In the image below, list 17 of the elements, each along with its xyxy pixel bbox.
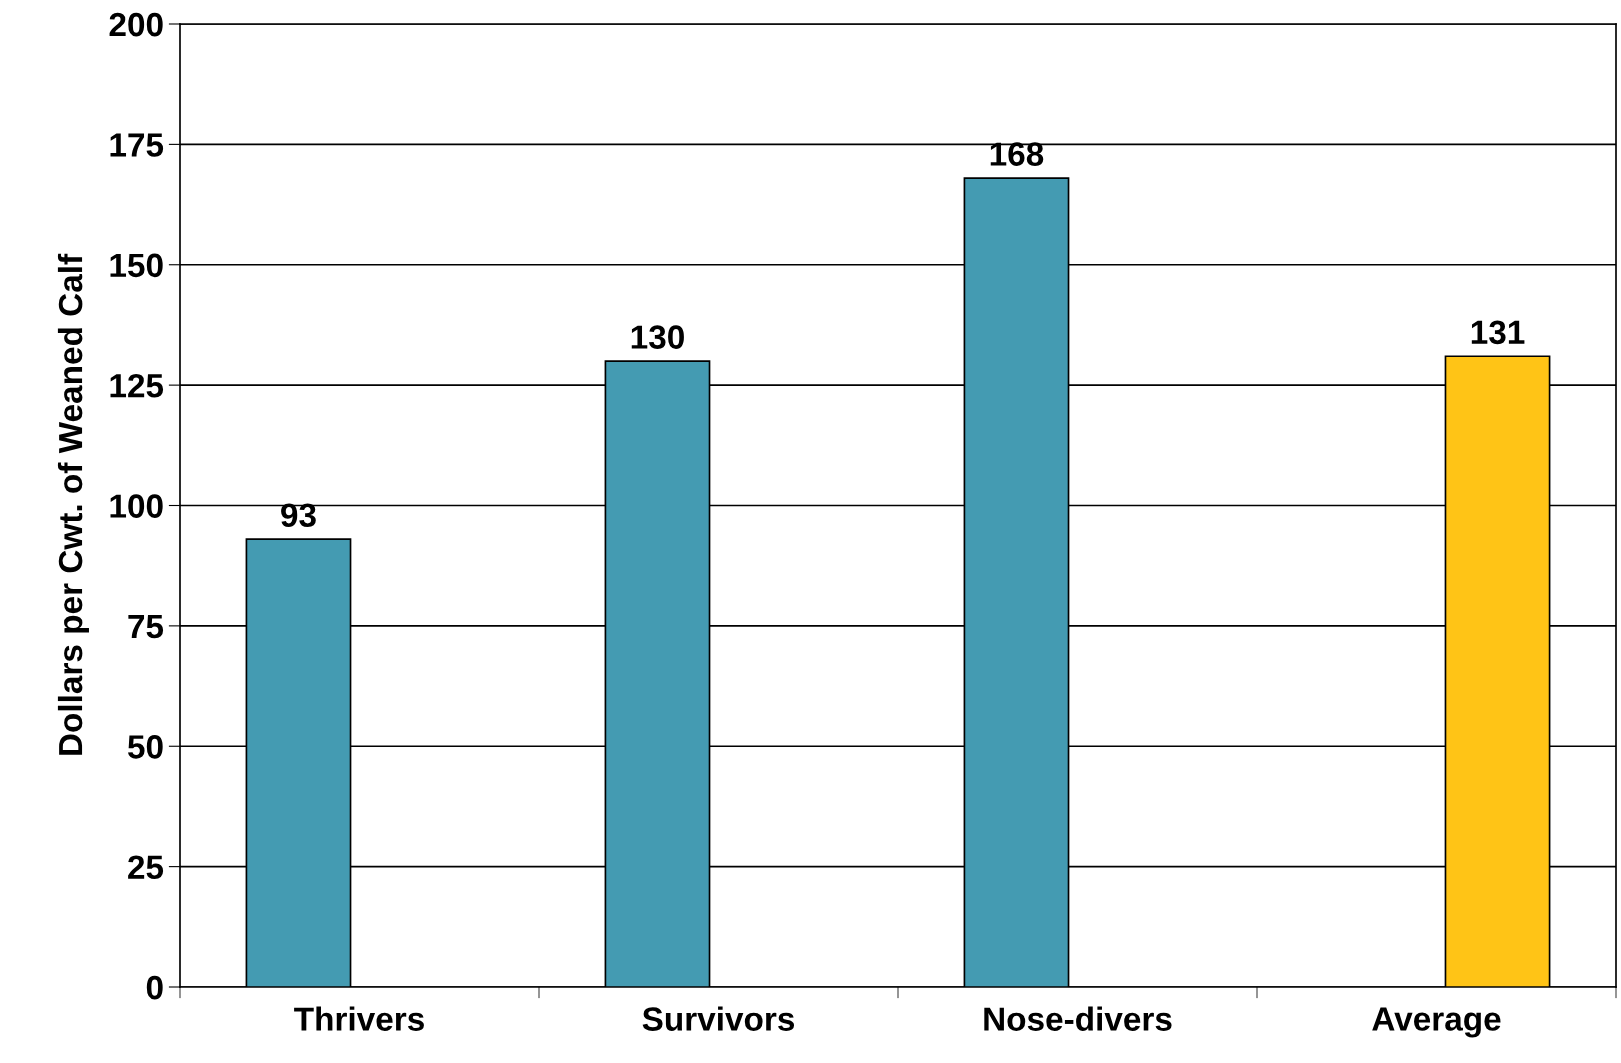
y-axis-title: Dollars per Cwt. of Weaned Calf	[57, 253, 89, 755]
y-tick-label: 200	[109, 12, 163, 37]
x-tick-label: Average	[1372, 1007, 1501, 1038]
y-tick-label: 0	[146, 975, 163, 1000]
x-tick-label: Nose-divers	[984, 1006, 1172, 1031]
y-tick-label: 125	[110, 373, 164, 398]
data-label: 168	[990, 142, 1044, 166]
y-tick-label: 50	[127, 735, 163, 759]
y-tick-label: 100	[110, 494, 163, 518]
y-tick-label: 75	[128, 615, 164, 639]
y-tick-label: 175	[110, 133, 164, 157]
x-tick-label: Survivors	[642, 1006, 795, 1031]
data-label: 131	[1471, 320, 1525, 345]
x-tick-label: Thrivers	[294, 1006, 424, 1031]
y-tick-label: 150	[110, 253, 163, 278]
y-tick-label: 25	[128, 855, 164, 880]
data-label: 130	[631, 325, 684, 349]
